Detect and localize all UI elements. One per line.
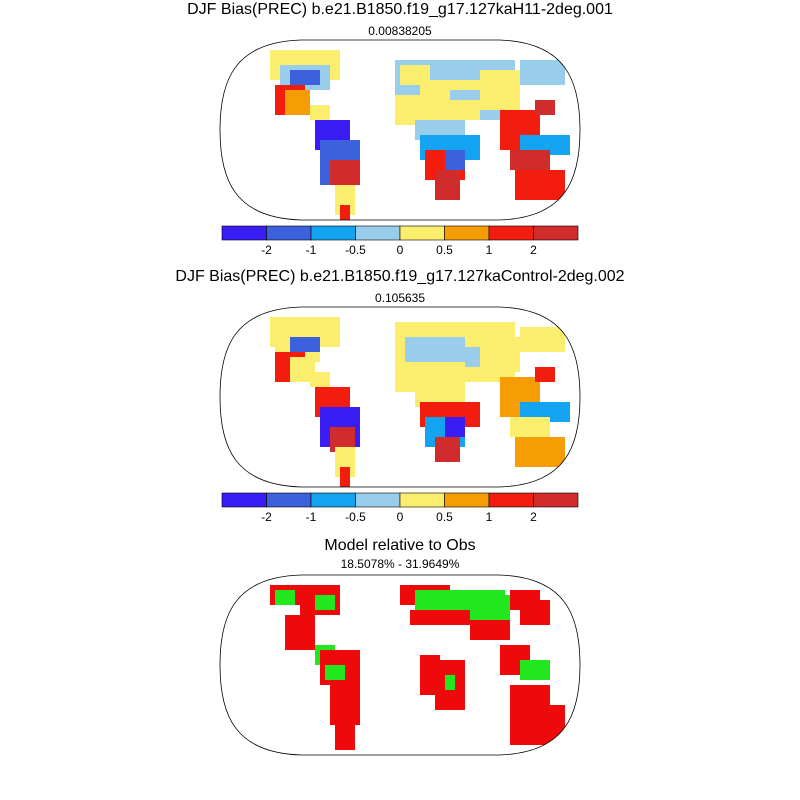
- panel1-subtitle: 0.00838205: [368, 24, 432, 38]
- panel1-map-cell: [445, 150, 465, 170]
- panel3-map-cell: [470, 595, 510, 620]
- colorbar-1-tick-label: 0.5: [436, 243, 453, 257]
- colorbar-1-tick-label: 1: [486, 243, 493, 257]
- colorbar-2: -2 -1 -0.5 0 0.5 1 2: [221, 492, 579, 524]
- colorbar-1-segment: [488, 225, 534, 241]
- panel3-subtitle: 18.5078% - 31.9649%: [340, 557, 460, 571]
- panel2-map-cell: [435, 437, 460, 462]
- panel2-map-cell: [510, 417, 550, 437]
- colorbar-2-segment: [266, 492, 312, 508]
- panel3-map-cell: [275, 590, 295, 605]
- panel3-map-cell: [330, 685, 360, 725]
- panel2-map-cell: [445, 417, 465, 437]
- colorbar-2-tick-label: 2: [530, 510, 537, 524]
- panel3-map-cell: [285, 615, 315, 650]
- colorbar-2-tick-label: 0.5: [436, 510, 453, 524]
- panel1-map-cell: [535, 100, 555, 115]
- panel2-map-cell: [480, 337, 520, 372]
- panel1-map-cell: [285, 90, 310, 115]
- colorbar-1-segment: [444, 225, 490, 241]
- panel3-map-cell: [510, 705, 565, 745]
- panel2-map-frame: [219, 306, 581, 488]
- panel1-map-cell: [340, 205, 350, 220]
- panel1-map-cell: [400, 100, 480, 120]
- colorbar-1-tick-label: -1: [306, 243, 317, 257]
- panel1-map-cell: [330, 160, 360, 185]
- panel2-map-cell: [515, 437, 565, 467]
- colorbar-2-tick-label: -1: [306, 510, 317, 524]
- panel2-map-cell: [310, 372, 330, 387]
- panel1-map-cell: [515, 170, 565, 200]
- colorbar-1-segment: [355, 225, 401, 241]
- colorbar-1-tick-label: -2: [261, 243, 272, 257]
- panel1-map-cell: [290, 70, 320, 85]
- panel2-map-cell: [290, 337, 320, 352]
- colorbar-2-segment: [444, 492, 490, 508]
- panel1-map-cell: [480, 70, 520, 110]
- colorbar-1-segment: [266, 225, 312, 241]
- panel3-map: [219, 574, 581, 756]
- panel1-map-cell: [310, 105, 330, 120]
- colorbar-2-segment: [488, 492, 534, 508]
- colorbar-2-segment: [221, 492, 267, 508]
- panel2-map-cell: [535, 367, 555, 382]
- panel1-map-cell: [435, 170, 460, 200]
- panel3-title: Model relative to Obs: [324, 537, 476, 554]
- colorbar-2-segment: [310, 492, 356, 508]
- colorbar-2-tick-label: 1: [486, 510, 493, 524]
- colorbar-1-tick-label: 2: [530, 243, 537, 257]
- panel3-map-cell: [335, 725, 355, 750]
- colorbar-1-tick-label: -0.5: [345, 243, 366, 257]
- colorbar-2-tick-label: 0: [397, 510, 404, 524]
- panel3-map-cell: [325, 665, 345, 680]
- panel3-map-frame: [219, 574, 581, 756]
- colorbar-2-segment: [355, 492, 401, 508]
- colorbar-1-tick-label: 0: [397, 243, 404, 257]
- colorbar-1-segment: [399, 225, 445, 241]
- colorbar-2-segment: [533, 492, 579, 508]
- panel2-map-cell: [340, 467, 350, 487]
- panel3-map-cell: [470, 620, 510, 640]
- panel1-map: [219, 39, 581, 221]
- panel3-map-cell: [520, 660, 550, 680]
- panel1-map-frame: [219, 39, 581, 221]
- panel2-map: [219, 306, 581, 488]
- colorbar-2-tick-label: -0.5: [345, 510, 366, 524]
- colorbar-2-tick-label: -2: [261, 510, 272, 524]
- colorbar-1-segment: [310, 225, 356, 241]
- panel2-subtitle: 0.105635: [374, 291, 426, 305]
- panel1-map-cell: [520, 60, 565, 85]
- panel3-map-cell: [520, 600, 550, 625]
- panel3-map-cell: [315, 595, 335, 610]
- colorbar-1-segment: [221, 225, 267, 241]
- panel3-map-cell: [410, 610, 470, 625]
- panel2-title: DJF Bias(PREC) b.e21.B1850.f19_g17.127ka…: [175, 268, 625, 285]
- colorbar-1-segment: [533, 225, 579, 241]
- panel3-map-cell: [445, 675, 455, 690]
- colorbar-1: -2 -1 -0.5 0 0.5 1 2: [221, 225, 579, 257]
- panel1-title: DJF Bias(PREC) b.e21.B1850.f19_g17.127ka…: [187, 1, 613, 18]
- panel3-map-cell: [510, 685, 550, 705]
- panel2-map-cell: [520, 327, 565, 352]
- colorbar-2-segment: [399, 492, 445, 508]
- panel1-map-cell: [510, 150, 550, 170]
